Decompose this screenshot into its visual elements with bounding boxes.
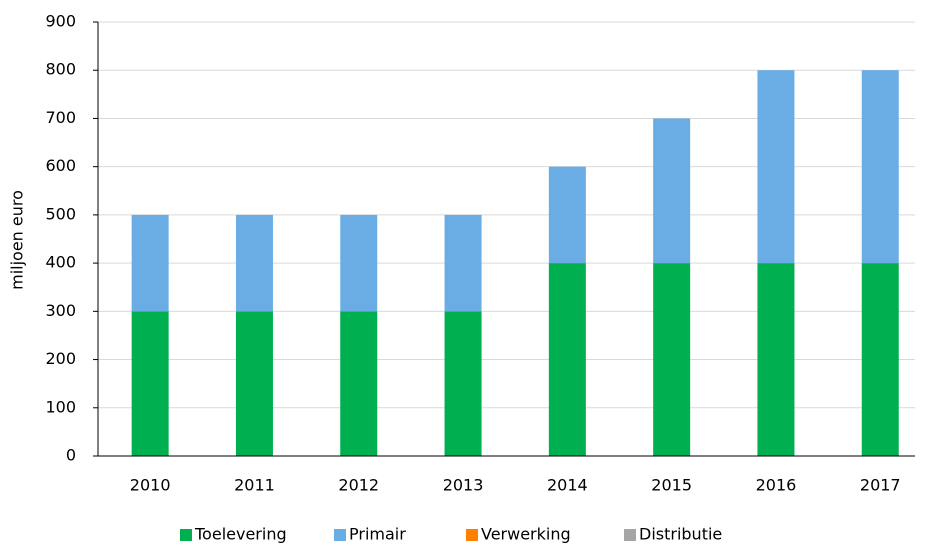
bar-segment <box>653 118 691 264</box>
bar-segment <box>340 214 378 312</box>
bar-segment <box>444 311 482 456</box>
bar-segment <box>131 311 169 456</box>
x-tick-label: 2012 <box>338 476 379 495</box>
bar-segment <box>444 214 482 312</box>
bar-segment <box>861 70 899 264</box>
bar-segment <box>653 263 691 456</box>
bar-segment <box>235 214 273 312</box>
legend-swatch <box>180 529 192 541</box>
x-tick-label: 2010 <box>130 476 171 495</box>
x-tick-label: 2017 <box>860 476 901 495</box>
bar-segment <box>235 311 273 456</box>
x-tick-label: 2015 <box>651 476 692 495</box>
y-tick-label: 900 <box>45 12 76 31</box>
bar-segment <box>131 214 169 312</box>
y-tick-label: 200 <box>45 349 76 368</box>
y-axis-label: miljoen euro <box>8 190 27 290</box>
y-tick-label: 800 <box>45 60 76 79</box>
x-tick-label: 2014 <box>547 476 588 495</box>
y-tick-label: 100 <box>45 397 76 416</box>
legend-label: Verwerking <box>481 525 571 544</box>
legend-swatch <box>334 529 346 541</box>
bar-segment <box>757 263 795 456</box>
bar-segment <box>548 166 586 264</box>
y-tick-label: 700 <box>45 108 76 127</box>
y-tick-label: 400 <box>45 253 76 272</box>
bar-segment <box>340 311 378 456</box>
bar-segment <box>861 263 899 456</box>
bar-segment <box>548 263 586 456</box>
legend-swatch <box>624 529 636 541</box>
y-tick-label: 0 <box>66 446 76 465</box>
y-tick-label: 500 <box>45 204 76 223</box>
x-tick-label: 2013 <box>443 476 484 495</box>
legend-swatch <box>466 529 478 541</box>
x-tick-label: 2011 <box>234 476 275 495</box>
bar-segment <box>757 70 795 264</box>
legend-label: Primair <box>349 525 406 544</box>
x-tick-label: 2016 <box>756 476 797 495</box>
y-tick-label: 300 <box>45 301 76 320</box>
legend-label: Distributie <box>639 525 722 544</box>
legend-label: Toelevering <box>194 525 287 544</box>
y-tick-label: 600 <box>45 156 76 175</box>
